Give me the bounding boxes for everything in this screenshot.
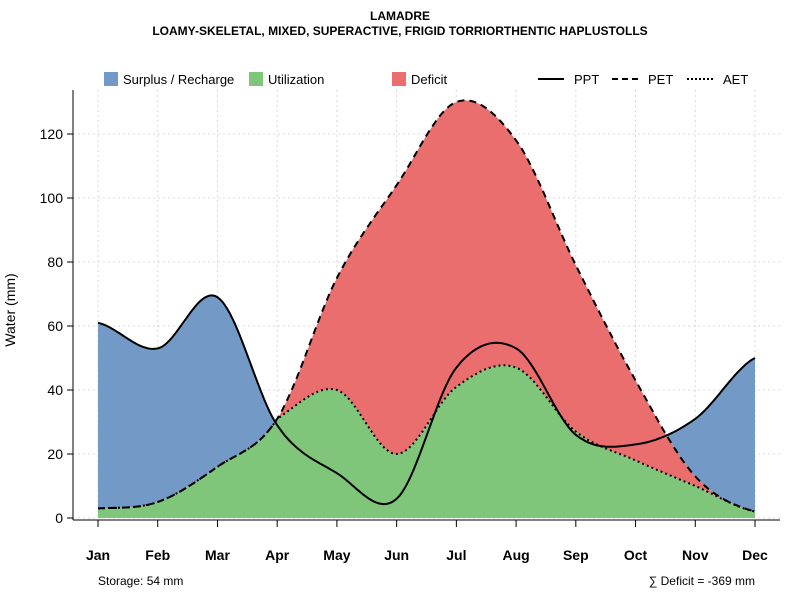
area-utilization: [98, 365, 755, 518]
y-tick-label-3: 60: [47, 318, 63, 334]
legend-label-pet: PET: [648, 71, 674, 87]
y-tick-label-1: 20: [47, 446, 63, 462]
legend-line-pet: [612, 78, 638, 80]
x-tick-label-feb: Feb: [145, 547, 170, 563]
y-tick-label-6: 120: [40, 126, 64, 142]
legend-swatch-surplus: [104, 72, 118, 86]
x-tick-label-oct: Oct: [624, 547, 648, 563]
x-tick-label-nov: Nov: [682, 547, 709, 563]
legend-label-utilization: Utilization: [268, 71, 325, 87]
legend-item-utilization: Utilization: [249, 71, 324, 87]
legend-swatch-deficit: [392, 72, 406, 86]
x-tick-label-aug: Aug: [502, 547, 529, 563]
y-axis-label: Water (mm): [2, 273, 18, 346]
y-tick-label-2: 40: [47, 382, 63, 398]
y-tick-label-0: 0: [55, 510, 63, 526]
x-tick-label-jul: Jul: [446, 547, 466, 563]
area-deficit: [98, 100, 755, 512]
area-surplus: [98, 100, 755, 512]
x-tick-label-jan: Jan: [86, 547, 110, 563]
deficit-annotation: ∑ Deficit = -369 mm: [648, 574, 755, 588]
legend-item-deficit: Deficit: [392, 71, 447, 87]
legend-swatch-utilization: [249, 72, 263, 86]
legend-item-pet: PET: [612, 71, 673, 87]
y-tick-label-4: 80: [47, 254, 63, 270]
legend-label-ppt: PPT: [574, 71, 600, 87]
x-tick-label-dec: Dec: [742, 547, 768, 563]
series-line-ppt: [97, 294, 756, 506]
legend-item-aet: AET: [687, 71, 748, 87]
storage-annotation: Storage: 54 mm: [98, 574, 184, 588]
legend-line-ppt: [538, 78, 564, 80]
x-tick-label-apr: Apr: [265, 547, 290, 563]
legend-line-aet: [687, 78, 713, 80]
series-line-pet: [97, 99, 756, 513]
legend-item-surplus: Surplus / Recharge: [104, 71, 234, 87]
legend-label-deficit: Deficit: [411, 71, 448, 87]
x-tick-label-mar: Mar: [205, 547, 230, 563]
x-tick-label-sep: Sep: [563, 547, 589, 563]
legend-label-aet: AET: [723, 71, 749, 87]
legend-label-surplus: Surplus / Recharge: [123, 71, 235, 87]
y-tick-label-5: 100: [40, 190, 64, 206]
chart-subtitle: LOAMY-SKELETAL, MIXED, SUPERACTIVE, FRIG…: [152, 24, 648, 38]
chart-title: LAMADRE: [370, 9, 430, 23]
x-tick-label-may: May: [323, 547, 350, 563]
x-tick-label-jun: Jun: [384, 547, 409, 563]
legend-item-ppt: PPT: [538, 71, 599, 87]
